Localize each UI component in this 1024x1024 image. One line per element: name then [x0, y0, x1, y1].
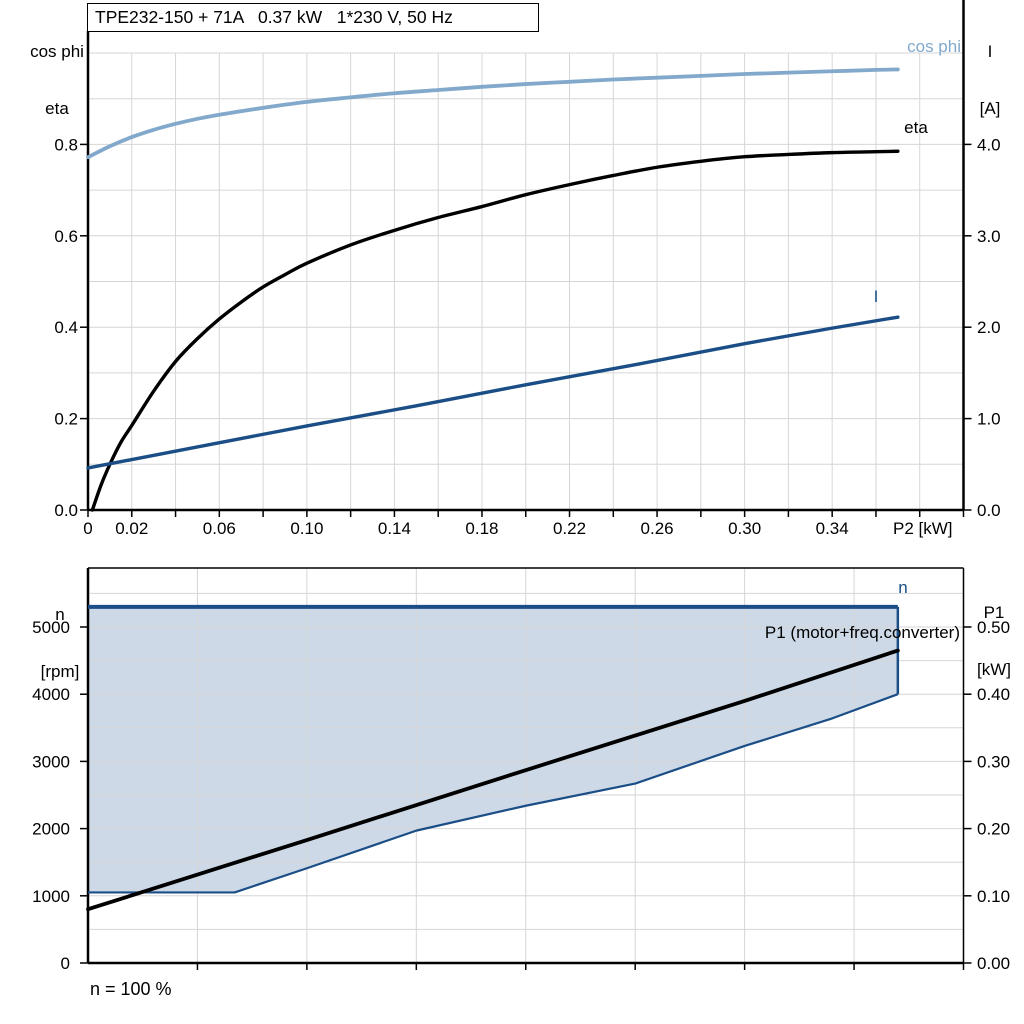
tick-label-x-top: 0.34: [816, 519, 849, 538]
tick-label-y-left-bottom: 2000: [32, 820, 70, 839]
tick-label-y-left-bottom: 5000: [32, 618, 70, 637]
speed-footnote: n = 100 %: [90, 979, 172, 999]
tick-label-y-right-bottom: 0.10: [977, 887, 1010, 906]
tick-label-y-right-bottom: 0.00: [977, 954, 1010, 973]
tick-label-y-right-top: 2.0: [977, 318, 1001, 337]
tick-label-x-top: 0.18: [465, 519, 498, 538]
curve-i: [86, 315, 900, 470]
top-left-axis-title-line2: eta: [45, 99, 69, 118]
bottom-right-axis-title: P1 [kW]: [962, 565, 1024, 717]
bottom-right-axis-title-line2: [kW]: [977, 660, 1011, 679]
tick-label-x-top: 0.10: [290, 519, 323, 538]
bottom-right-axis-title-line1: P1: [983, 603, 1005, 622]
tick-label-y-left-top: 0.4: [54, 318, 78, 337]
tick-label-y-right-bottom: 0.20: [977, 820, 1010, 839]
p1-curve-label: P1 (motor+freq.converter): [764, 623, 960, 642]
top-right-axis-title: I [A]: [958, 4, 1022, 156]
tick-label-x-top: 0.26: [641, 519, 674, 538]
tick-label-y-left-top: 0.6: [54, 227, 78, 246]
speed-curve-label: n: [898, 578, 908, 597]
tick-label-y-right-top: 3.0: [977, 227, 1001, 246]
tick-label-y-left-bottom: 4000: [32, 685, 70, 704]
speed-range-region: [88, 606, 898, 893]
tick-label-x-top: 0: [83, 519, 92, 538]
tick-label-x-top: 0.02: [115, 519, 148, 538]
tick-label-y-left-top: 0.2: [54, 410, 78, 429]
top-left-axis-title-line1: cos phi: [30, 42, 84, 61]
curve-p1: [86, 648, 900, 912]
tick-label-y-right-bottom: 0.40: [977, 685, 1010, 704]
tick-label-y-left-bottom: 0: [61, 954, 70, 973]
tick-label-y-left-bottom: 1000: [32, 887, 70, 906]
tick-label-x-top: 0.22: [553, 519, 586, 538]
tick-label-y-right-top: 0.0: [977, 501, 1001, 520]
speed-region-lower-boundary: [88, 693, 899, 894]
bottom-left-axis-title-line1: n: [55, 605, 65, 624]
bottom-left-axis-title-line2: [rpm]: [40, 662, 80, 681]
top-left-axis-title: cos phi eta: [14, 4, 100, 156]
tick-label-x-top: 0.14: [378, 519, 411, 538]
current-curve-label: I: [873, 287, 879, 306]
tick-label-y-right-top: 4.0: [977, 135, 1001, 154]
cos-phi-curve-label: cos phi: [907, 37, 961, 56]
bottom-left-axis-title: n [rpm]: [18, 567, 102, 719]
tick-label-x-top: 0.06: [203, 519, 236, 538]
tick-label-y-right-bottom: 0.30: [977, 752, 1010, 771]
tick-label-y-left-top: 0.8: [54, 135, 78, 154]
tick-label-y-left-top: 0.0: [54, 501, 78, 520]
tick-label-y-right-bottom: 0.50: [977, 618, 1010, 637]
tick-label-x-top: 0.30: [728, 519, 761, 538]
curve-cos-phi: [86, 67, 900, 160]
top-right-axis-title-line2: [A]: [979, 99, 1001, 118]
curve-eta: [90, 149, 900, 512]
top-right-axis-title-line1: I: [987, 42, 993, 61]
tick-label-y-left-bottom: 3000: [32, 752, 70, 771]
chart-title-box: TPE232-150 + 71A 0.37 kW 1*230 V, 50 Hz: [87, 3, 539, 32]
eta-curve-label: eta: [904, 118, 928, 137]
top-x-axis-title: P2 [kW]: [893, 519, 953, 538]
tick-label-y-right-top: 1.0: [977, 410, 1001, 429]
